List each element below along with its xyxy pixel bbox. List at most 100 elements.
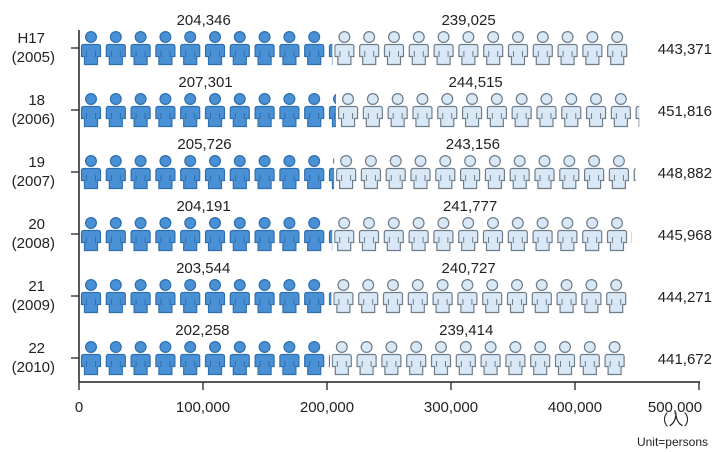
person-icon [412,92,433,128]
person-icon [105,341,126,376]
person-icon [505,341,526,376]
person-icon [229,341,250,376]
bar-series-1 [80,92,337,128]
person-icon [532,31,553,66]
person-icon [328,229,333,252]
unit-symbol: （人） [653,412,698,429]
person-icon [407,279,428,314]
person-icon [433,217,454,252]
person-icon [582,217,603,252]
person-icon [130,92,151,128]
person-icon [304,279,325,314]
category-label-year: H17 [17,30,45,47]
person-icon [631,231,633,244]
data-label-series-1: 203,544 [176,260,230,277]
person-icon [130,155,151,190]
person-icon [80,341,102,376]
total-label: 445,968 [658,227,712,244]
person-icon [579,341,600,376]
person-icon [433,31,454,66]
person-icon [180,31,201,66]
person-icon [557,217,578,252]
person-icon [180,217,201,252]
chart-row: 22 (2010) 202,258 239,414 441,672 [12,322,712,376]
category-label-year: 20 [28,216,45,233]
chart-row: 19 (2007) 205,726 243,156 448,882 [12,136,712,190]
chart-row: 21 (2009) 203,544 240,727 444,271 [12,260,712,314]
person-icon [304,31,325,66]
bar-series-2 [334,217,633,252]
data-label-series-2: 240,727 [442,260,496,277]
person-icon [633,168,636,182]
person-icon [204,92,226,128]
person-icon [304,217,325,252]
person-icon [607,31,628,66]
bar-series-1 [80,279,332,314]
bar-series-2 [338,92,640,128]
person-icon [155,92,176,128]
category-label-western: (2005) [12,49,55,66]
person-icon [254,92,275,128]
person-icon [430,341,452,376]
chart-row: 18 (2006) 207,301 244,515 451,816 [12,74,712,128]
person-icon [229,92,250,128]
person-icon [635,105,640,128]
person-icon [482,279,503,314]
data-label-series-2: 244,515 [449,74,503,91]
category-label-year: 21 [28,278,45,295]
person-icon [254,341,275,376]
person-icon [130,217,151,252]
bar-series-2 [336,155,636,190]
person-icon [334,31,355,66]
person-icon [279,341,300,376]
person-icon [328,354,330,368]
person-icon [480,341,501,376]
person-icon [336,155,357,190]
person-icon [254,279,275,314]
person-icon [130,279,151,314]
person-icon [105,279,126,314]
person-icon [632,32,651,65]
person-icon [530,341,551,376]
person-icon [457,279,478,314]
person-icon [304,92,325,128]
person-icon [204,279,226,314]
data-label-series-1: 205,726 [177,136,231,153]
person-icon [358,279,379,314]
category-label-year: 19 [28,154,45,171]
person-icon [387,92,408,128]
person-icon [155,155,176,190]
x-tick-label: 400,000 [548,399,602,416]
person-icon [410,155,431,190]
person-icon [279,31,300,66]
person-icon [304,155,325,190]
person-icon [606,217,628,252]
person-icon [204,155,226,190]
data-label-series-1: 202,258 [175,322,229,339]
total-label: 443,371 [658,41,712,58]
person-icon [408,31,429,66]
person-icon [408,217,429,252]
person-icon [356,341,377,376]
person-icon [328,43,333,66]
bar-series-2 [333,279,627,314]
person-icon [80,155,102,190]
bar-series-2 [334,31,651,66]
person-icon [630,342,649,375]
person-icon [279,155,300,190]
person-icon [582,31,603,66]
person-icon [362,92,383,128]
person-icon [610,92,631,128]
person-icon [130,341,151,376]
bar-series-2 [331,341,649,376]
person-icon [279,217,300,252]
person-icon [507,31,529,66]
category-label-western: (2006) [12,111,55,128]
data-label-series-1: 204,346 [177,12,231,29]
person-icon [334,217,355,252]
x-tick-label: 200,000 [300,399,354,416]
unit-note: Unit=persons [637,435,708,449]
person-icon [229,217,250,252]
person-icon [254,31,275,66]
data-label-series-2: 241,777 [443,198,497,215]
